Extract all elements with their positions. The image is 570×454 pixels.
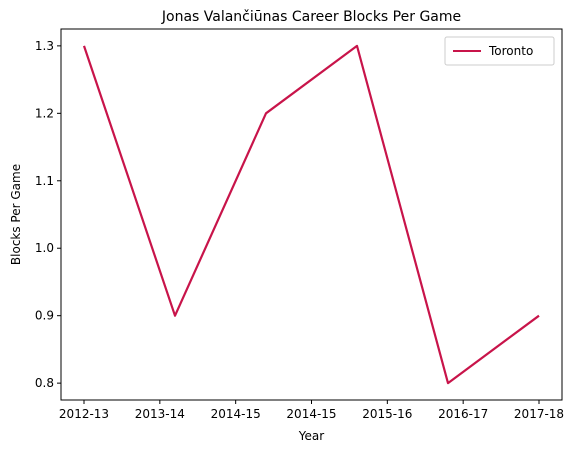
- chart-title: Jonas Valančiūnas Career Blocks Per Game: [161, 9, 461, 25]
- y-tick-label: 1.1: [35, 174, 54, 188]
- series-line-toronto: [84, 46, 539, 383]
- x-axis: 2012-13 2013-14 2014-15 2014-15 2015-16 2016-…: [59, 400, 564, 421]
- legend: Toronto: [445, 37, 554, 65]
- y-axis-label: Blocks Per Game: [9, 164, 23, 265]
- x-tick-label: 2015-16: [362, 407, 412, 421]
- y-tick-label: 1.3: [35, 39, 54, 53]
- x-tick-label: 2017-18: [514, 407, 564, 421]
- plot-frame: [61, 29, 562, 400]
- y-tick-label: 1.2: [35, 106, 54, 120]
- x-tick-label: 2014-15: [286, 407, 336, 421]
- x-tick-label: 2013-14: [135, 407, 185, 421]
- y-axis: 0.8 0.9 1.0 1.1 1.2 1.3: [35, 39, 61, 390]
- series-layer: [84, 46, 539, 383]
- y-tick-label: 0.9: [35, 309, 54, 323]
- x-tick-label: 2012-13: [59, 407, 109, 421]
- y-tick-label: 0.8: [35, 376, 54, 390]
- x-tick-label: 2014-15: [211, 407, 261, 421]
- legend-label-toronto: Toronto: [488, 44, 533, 58]
- y-tick-label: 1.0: [35, 241, 54, 255]
- x-axis-label: Year: [298, 429, 324, 443]
- x-tick-label: 2016-17: [438, 407, 488, 421]
